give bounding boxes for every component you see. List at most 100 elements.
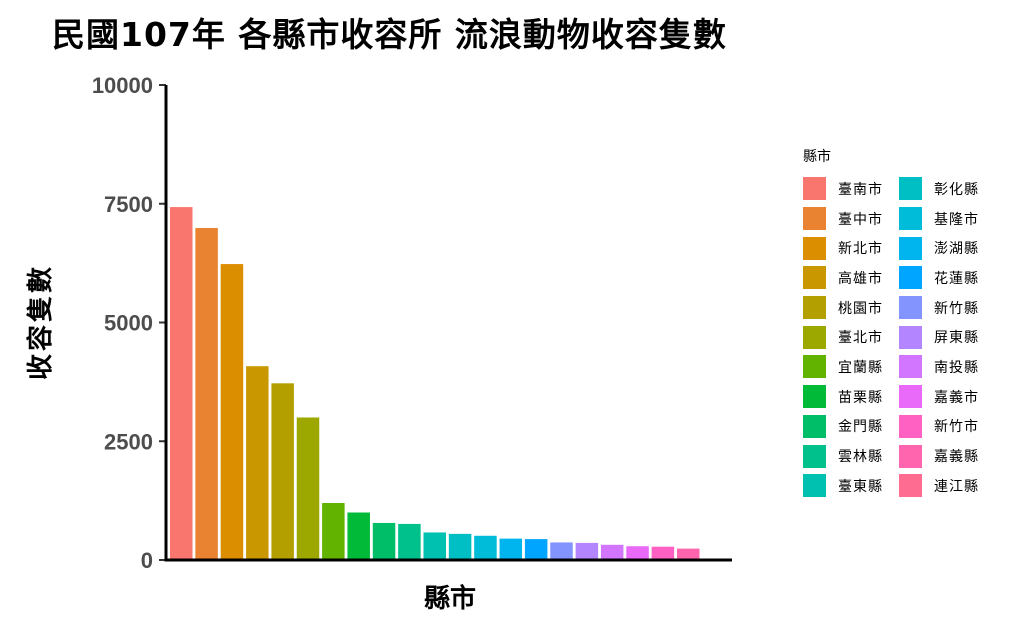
legend-label: 新竹市 [934, 419, 979, 436]
y-ticks-group: 0 2500 5000 7500 10000 [92, 73, 166, 573]
legend-swatch [803, 414, 826, 438]
legend-label: 臺北市 [838, 330, 883, 347]
bar-8 [347, 512, 370, 560]
legend-swatch [803, 236, 826, 260]
legend-label: 花蓮縣 [934, 270, 979, 287]
bar-11 [423, 532, 446, 560]
legend: 縣市 臺南市臺中市新北市高雄市桃園市臺北市宜蘭縣苗栗縣金門縣雲林縣臺東縣 彰化縣基… [803, 146, 995, 501]
bar-10 [398, 523, 421, 560]
legend-swatch [899, 444, 922, 468]
legend-label: 屏東縣 [934, 330, 979, 347]
legend-items: 臺南市臺中市新北市高雄市桃園市臺北市宜蘭縣苗栗縣金門縣雲林縣臺東縣 彰化縣基隆市澎… [803, 174, 995, 501]
legend-label: 臺中市 [838, 211, 883, 228]
legend-swatch [899, 177, 922, 201]
bar-2 [195, 227, 218, 560]
legend-swatch [899, 207, 922, 231]
bars-group [170, 207, 700, 560]
legend-label: 桃園市 [838, 300, 883, 317]
legend-label: 新北市 [838, 241, 883, 258]
legend-item: 彰化縣 [899, 174, 995, 204]
y-tick-label: 5000 [104, 311, 153, 336]
y-tick-label: 10000 [92, 73, 153, 98]
legend-swatch [899, 325, 922, 349]
bar-18 [600, 544, 624, 560]
legend-item: 屏東縣 [899, 322, 995, 352]
legend-label: 高雄市 [838, 270, 883, 287]
legend-swatch [899, 474, 922, 498]
legend-label: 雲林縣 [838, 449, 883, 466]
legend-title: 縣市 [803, 149, 831, 165]
bar-12 [448, 533, 472, 560]
legend-label: 新竹縣 [934, 300, 979, 317]
legend-label: 彰化縣 [934, 181, 979, 198]
legend-label: 臺南市 [838, 181, 883, 198]
legend-swatch [803, 385, 826, 409]
bar-19 [626, 546, 649, 560]
legend-item: 澎湖縣 [899, 233, 995, 263]
legend-swatch [803, 266, 826, 290]
legend-item: 臺北市 [803, 322, 899, 352]
legend-item: 嘉義縣 [899, 441, 995, 471]
bar-15 [524, 539, 548, 560]
legend-item: 臺南市 [803, 174, 899, 204]
legend-swatch [803, 177, 826, 201]
chart-title: 民國107年 各縣市收容所 流浪動物收容隻數 [52, 15, 727, 54]
legend-swatch [803, 474, 826, 498]
bar-6 [296, 417, 320, 560]
bar-20 [651, 546, 675, 560]
legend-swatch [899, 266, 922, 290]
legend-item: 基隆市 [899, 204, 995, 234]
legend-swatch [899, 385, 922, 409]
legend-item: 臺中市 [803, 204, 899, 234]
bar-17 [575, 542, 599, 560]
legend-label: 基隆市 [934, 211, 979, 228]
legend-item: 宜蘭縣 [803, 352, 899, 382]
bar-21 [677, 548, 700, 560]
legend-item: 高雄市 [803, 263, 899, 293]
legend-swatch [899, 236, 922, 260]
y-tick-label: 7500 [104, 192, 153, 217]
legend-label: 連江縣 [934, 478, 979, 495]
y-tick-label: 0 [141, 548, 153, 573]
legend-label: 澎湖縣 [934, 241, 979, 258]
bar-7 [322, 503, 345, 560]
legend-item: 連江縣 [899, 471, 995, 501]
legend-item: 桃園市 [803, 293, 899, 323]
legend-item: 臺東縣 [803, 471, 899, 501]
legend-label: 宜蘭縣 [838, 359, 883, 376]
legend-label: 臺東縣 [838, 478, 883, 495]
bar-3 [220, 264, 244, 560]
legend-label: 苗栗縣 [838, 389, 883, 406]
y-tick-label: 2500 [104, 429, 153, 454]
legend-swatch [899, 296, 922, 320]
bar-1 [170, 207, 193, 560]
legend-swatch [803, 444, 826, 468]
y-axis-title: 收容隻數 [25, 264, 56, 380]
legend-swatch [899, 355, 922, 379]
legend-swatch [899, 414, 922, 438]
bar-5 [271, 383, 294, 560]
legend-item: 金門縣 [803, 412, 899, 442]
legend-item: 新北市 [803, 233, 899, 263]
legend-swatch [803, 296, 826, 320]
legend-item: 花蓮縣 [899, 263, 995, 293]
legend-swatch [803, 207, 826, 231]
bar-4 [246, 366, 269, 560]
legend-item: 苗栗縣 [803, 382, 899, 412]
legend-item: 新竹市 [899, 412, 995, 442]
legend-label: 嘉義縣 [934, 449, 979, 466]
legend-swatch [803, 355, 826, 379]
legend-item: 雲林縣 [803, 441, 899, 471]
legend-swatch [803, 325, 826, 349]
legend-label: 南投縣 [934, 359, 979, 376]
bar-13 [474, 535, 497, 560]
legend-label: 金門縣 [838, 419, 883, 436]
legend-item: 新竹縣 [899, 293, 995, 323]
legend-item: 南投縣 [899, 352, 995, 382]
bar-14 [499, 538, 523, 560]
x-axis-title: 縣市 [424, 583, 476, 614]
bar-16 [550, 542, 573, 560]
legend-item: 嘉義市 [899, 382, 995, 412]
legend-label: 嘉義市 [934, 389, 979, 406]
